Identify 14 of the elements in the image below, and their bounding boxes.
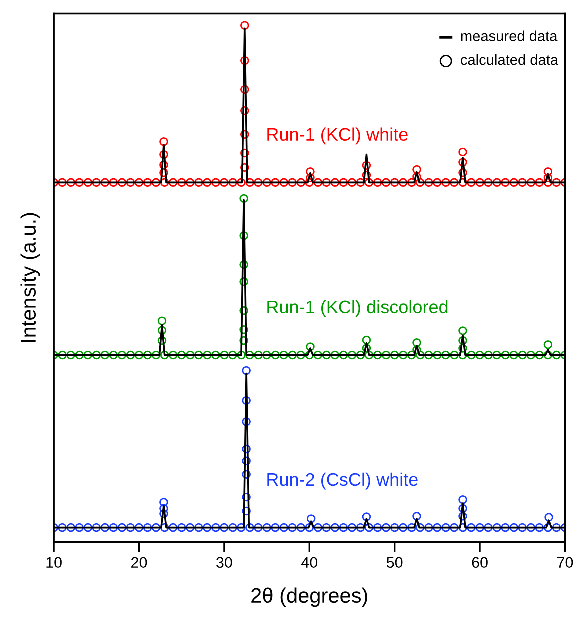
y-axis-title: Intensity (a.u.): [20, 213, 40, 342]
x-tick-label: 60: [472, 557, 488, 568]
series-label: Run-2 (CsCl) white: [268, 472, 418, 490]
series-label: Run-1 (KCl) discolored: [268, 300, 448, 318]
series-label: Run-1 (KCl) white: [268, 128, 408, 145]
x-tick-label: 20: [132, 557, 148, 568]
x-tick-label: 10: [46, 557, 62, 568]
x-tick-label: 30: [216, 557, 232, 568]
annotation: measured data: [461, 30, 558, 42]
annotation: calculated data: [461, 54, 559, 66]
x-tick-label: 40: [301, 557, 318, 568]
x-tick-label: 70: [558, 557, 574, 568]
x-tick-label: 50: [386, 557, 403, 568]
x-axis-title: 2θ (degrees): [252, 588, 368, 608]
